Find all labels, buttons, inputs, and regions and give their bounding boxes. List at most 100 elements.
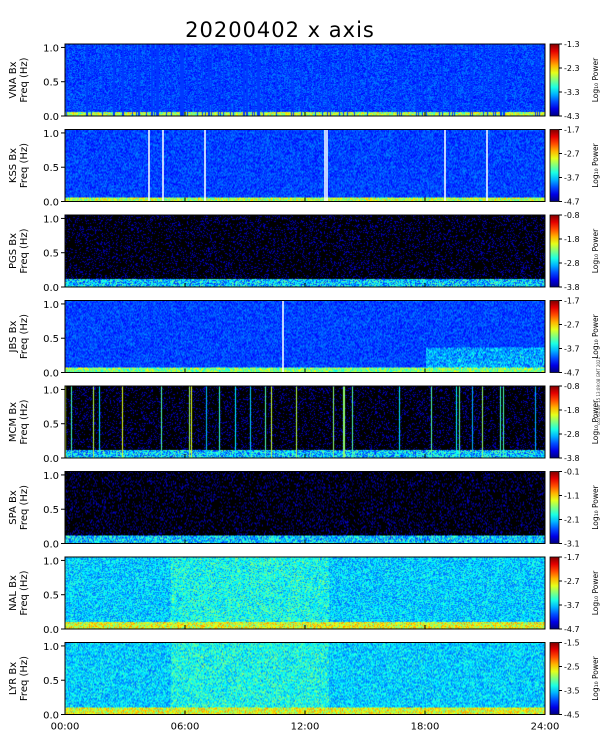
spectrogram-image bbox=[65, 557, 545, 629]
x-tick-label: 06:00 bbox=[171, 722, 200, 733]
y-tick-label: 1.0 bbox=[43, 43, 59, 54]
colorbar bbox=[549, 556, 560, 630]
colorbar-tick-label: -3.7 bbox=[564, 174, 580, 183]
colorbar-tick-label: -4.5 bbox=[564, 711, 580, 720]
y-tick-label: 0.5 bbox=[43, 420, 59, 431]
colorbar-tick-label: -2.7 bbox=[564, 150, 580, 159]
colorbar-tick-label: -1.7 bbox=[564, 553, 580, 562]
colorbar-tick-label: -3.3 bbox=[564, 88, 580, 97]
panel-pgs: 1.0 0.5 0.0 PGS Bx Freq (Hz) -0.8 -1.8 -2.8 -3.8… bbox=[8, 211, 600, 294]
y-tick-label: 0.5 bbox=[43, 78, 59, 89]
y-tick-label: 0.0 bbox=[43, 198, 59, 209]
colorbar-tick-label: -0.8 bbox=[564, 382, 580, 391]
y-axis-label: SPA Bx bbox=[8, 490, 19, 525]
colorbar-tick-label: -1.3 bbox=[564, 40, 580, 49]
colorbar-tick-label: -2.3 bbox=[564, 64, 580, 73]
colorbar bbox=[549, 471, 560, 544]
y-axis-label: Freq (Hz) bbox=[19, 143, 30, 188]
x-tick-label: 18:00 bbox=[411, 722, 440, 733]
spectrogram-image bbox=[65, 300, 545, 373]
y-axis-label: JBS Bx bbox=[8, 320, 19, 353]
colorbar-tick-label: -0.1 bbox=[564, 468, 580, 477]
colorbar-tick-label: -2.1 bbox=[564, 516, 580, 525]
panel-mcm: 1.0 0.5 0.0 MCM Bx Freq (Hz) -0.8 -1.8 -2.8 -3.8… bbox=[8, 382, 600, 465]
y-tick-label: 1.0 bbox=[43, 385, 59, 396]
y-tick-label: 0.0 bbox=[43, 454, 59, 465]
y-tick-label: 1.0 bbox=[43, 214, 59, 225]
y-axis-label: Freq (Hz) bbox=[19, 570, 30, 615]
y-tick-label: 1.0 bbox=[43, 129, 59, 140]
x-tick-label: 00:00 bbox=[51, 722, 80, 733]
x-tick-label: 12:00 bbox=[291, 722, 320, 733]
y-axis-label: LYR Bx bbox=[8, 662, 19, 695]
colorbar-tick-label: -1.7 bbox=[564, 297, 580, 306]
y-tick-label: 0.0 bbox=[43, 112, 59, 123]
spectrogram-image bbox=[65, 386, 545, 458]
y-tick-label: 0.5 bbox=[43, 505, 59, 516]
colorbar-tick-label: -3.8 bbox=[564, 283, 580, 292]
colorbar-tick-label: -2.8 bbox=[564, 430, 580, 439]
y-axis-label: Freq (Hz) bbox=[19, 399, 30, 444]
colorbar-tick-label: -1.8 bbox=[564, 406, 580, 415]
colorbar-tick-label: -4.7 bbox=[564, 198, 580, 207]
colorbar-label: Log₁₀ Power bbox=[591, 570, 600, 615]
x-tick-label: 24:00 bbox=[531, 722, 560, 733]
y-axis-label: KSS Bx bbox=[8, 148, 19, 183]
panel-jbs: 1.0 0.5 0.0 JBS Bx Freq (Hz) -1.7 -2.7 -3.7 -4.7… bbox=[8, 297, 600, 380]
colorbar-label: Log₁₀ Power bbox=[591, 313, 600, 358]
colorbar-label: Log₁₀ Power bbox=[591, 655, 600, 700]
y-axis-label: MCM Bx bbox=[8, 402, 19, 442]
y-tick-label: 0.5 bbox=[43, 334, 59, 345]
panel-kss: 1.0 0.5 0.0 KSS Bx Freq (Hz) -1.7 -2.7 -3.7 -4.7… bbox=[8, 126, 600, 209]
colorbar-tick-label: -4.3 bbox=[564, 112, 580, 121]
colorbar-tick-label: -3.8 bbox=[564, 454, 580, 463]
colorbar-tick-label: -1.5 bbox=[564, 639, 580, 648]
y-axis-label: NAL Bx bbox=[8, 575, 19, 611]
colorbar-tick-label: -2.7 bbox=[564, 577, 580, 586]
y-tick-label: 0.0 bbox=[43, 283, 59, 294]
y-tick-label: 0.5 bbox=[43, 163, 59, 174]
colorbar bbox=[549, 385, 560, 459]
colorbar-tick-label: -3.1 bbox=[564, 540, 580, 549]
y-tick-label: 0.0 bbox=[43, 625, 59, 636]
y-axis-label: Freq (Hz) bbox=[19, 228, 30, 273]
colorbar-tick-label: -3.5 bbox=[564, 687, 580, 696]
colorbar-label: Log₁₀ Power bbox=[591, 142, 600, 187]
colorbar-tick-label: -1.7 bbox=[564, 126, 580, 135]
y-axis-label: Freq (Hz) bbox=[19, 314, 30, 359]
y-tick-label: 0.5 bbox=[43, 676, 59, 687]
colorbar-tick-label: -3.7 bbox=[564, 345, 580, 354]
colorbar bbox=[549, 214, 560, 288]
spectrogram-image bbox=[65, 44, 545, 116]
colorbar bbox=[549, 642, 560, 715]
colorbar-tick-label: -2.8 bbox=[564, 259, 580, 268]
colorbar-tick-label: -1.8 bbox=[564, 235, 580, 244]
colorbar-label: Log₁₀ Power bbox=[591, 484, 600, 529]
y-tick-label: 1.0 bbox=[43, 471, 59, 482]
colorbar-label: Log₁₀ Power bbox=[591, 228, 600, 273]
spectrogram-image bbox=[65, 129, 545, 202]
y-tick-label: 1.0 bbox=[43, 642, 59, 653]
y-tick-label: 1.0 bbox=[43, 300, 59, 311]
colorbar-tick-label: -2.5 bbox=[564, 663, 580, 672]
colorbar-tick-label: -4.7 bbox=[564, 369, 580, 378]
colorbar-tick-label: -0.8 bbox=[564, 211, 580, 220]
colorbar bbox=[549, 129, 560, 202]
y-axis-label: Freq (Hz) bbox=[19, 485, 30, 530]
colorbar-tick-label: -4.7 bbox=[564, 625, 580, 634]
panel-spa: 1.0 0.5 0.0 SPA Bx Freq (Hz) -0.1 -1.1 -2.1 -3.1… bbox=[8, 468, 600, 551]
colorbar-tick-label: -3.7 bbox=[564, 601, 580, 610]
spectrogram-image bbox=[65, 471, 545, 544]
y-axis-label: VNA Bx bbox=[8, 61, 19, 98]
colorbar bbox=[549, 300, 560, 373]
y-tick-label: 0.5 bbox=[43, 249, 59, 260]
y-tick-label: 0.5 bbox=[43, 591, 59, 602]
spectrogram-image bbox=[65, 215, 545, 287]
y-tick-label: 0.0 bbox=[43, 369, 59, 380]
y-axis-label: Freq (Hz) bbox=[19, 656, 30, 701]
panel-vna: 1.0 0.5 0.0 VNA Bx Freq (Hz) -1.3 -2.3 -3.3 -4.3… bbox=[8, 40, 600, 123]
colorbar-label: Log₁₀ Power bbox=[591, 57, 600, 102]
y-axis-label: PGS Bx bbox=[8, 233, 19, 269]
